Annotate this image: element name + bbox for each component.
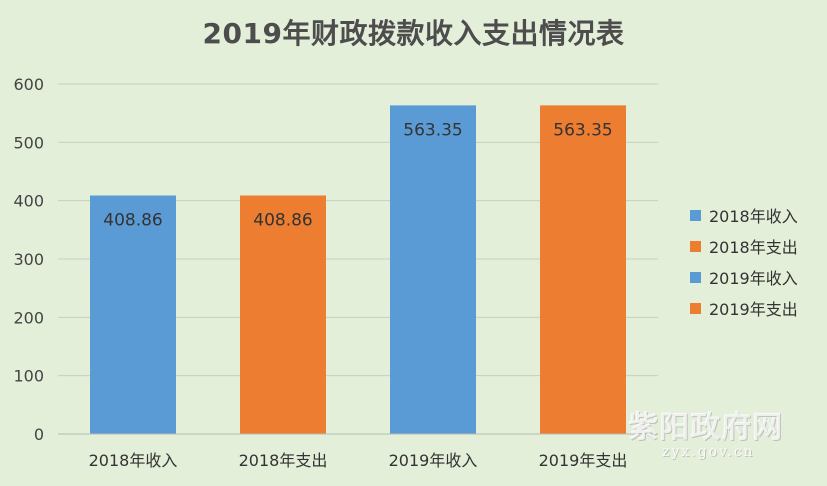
bar	[90, 195, 176, 434]
data-label: 563.35	[553, 120, 612, 140]
watermark-logo-text: 紫阳政府网	[628, 410, 783, 445]
bar	[540, 105, 626, 435]
watermark-url: zyx.gov.cn	[662, 444, 755, 460]
y-tick-label: 300	[13, 250, 44, 269]
legend-swatch	[690, 240, 701, 252]
legend-swatch	[690, 209, 701, 221]
legend-label: 2018年支出	[709, 238, 798, 257]
data-label: 563.35	[403, 120, 462, 140]
legend-item-2018-expense: 2018年支出	[690, 235, 798, 257]
bar	[390, 105, 476, 435]
x-tick-label: 2019年支出	[539, 451, 628, 470]
legend: 2018年收入 2018年支出 2019年收入 2019年支出	[690, 204, 798, 319]
y-tick-label: 0	[34, 425, 44, 444]
x-tick-label: 2018年支出	[239, 451, 328, 470]
x-tick-label: 2019年收入	[389, 451, 478, 470]
y-tick-label: 200	[13, 308, 44, 327]
y-tick-label: 400	[13, 192, 44, 211]
legend-swatch	[690, 302, 701, 314]
legend-item-2019-expense: 2019年支出	[690, 297, 798, 319]
y-tick-label: 600	[13, 75, 44, 94]
x-tick-label: 2018年收入	[89, 451, 178, 470]
legend-label: 2019年支出	[709, 300, 798, 319]
data-label: 408.86	[103, 210, 162, 230]
chart-title: 2019年财政拨款收入支出情况表	[202, 17, 625, 50]
legend-label: 2018年收入	[709, 207, 798, 226]
legend-item-2019-income: 2019年收入	[690, 266, 798, 288]
bar	[240, 195, 326, 434]
legend-swatch	[690, 271, 701, 283]
legend-item-2018-income: 2018年收入	[690, 204, 798, 226]
data-label: 408.86	[253, 210, 312, 230]
y-tick-label: 500	[13, 133, 44, 152]
legend-label: 2019年收入	[709, 269, 798, 288]
y-tick-label: 100	[13, 367, 44, 386]
